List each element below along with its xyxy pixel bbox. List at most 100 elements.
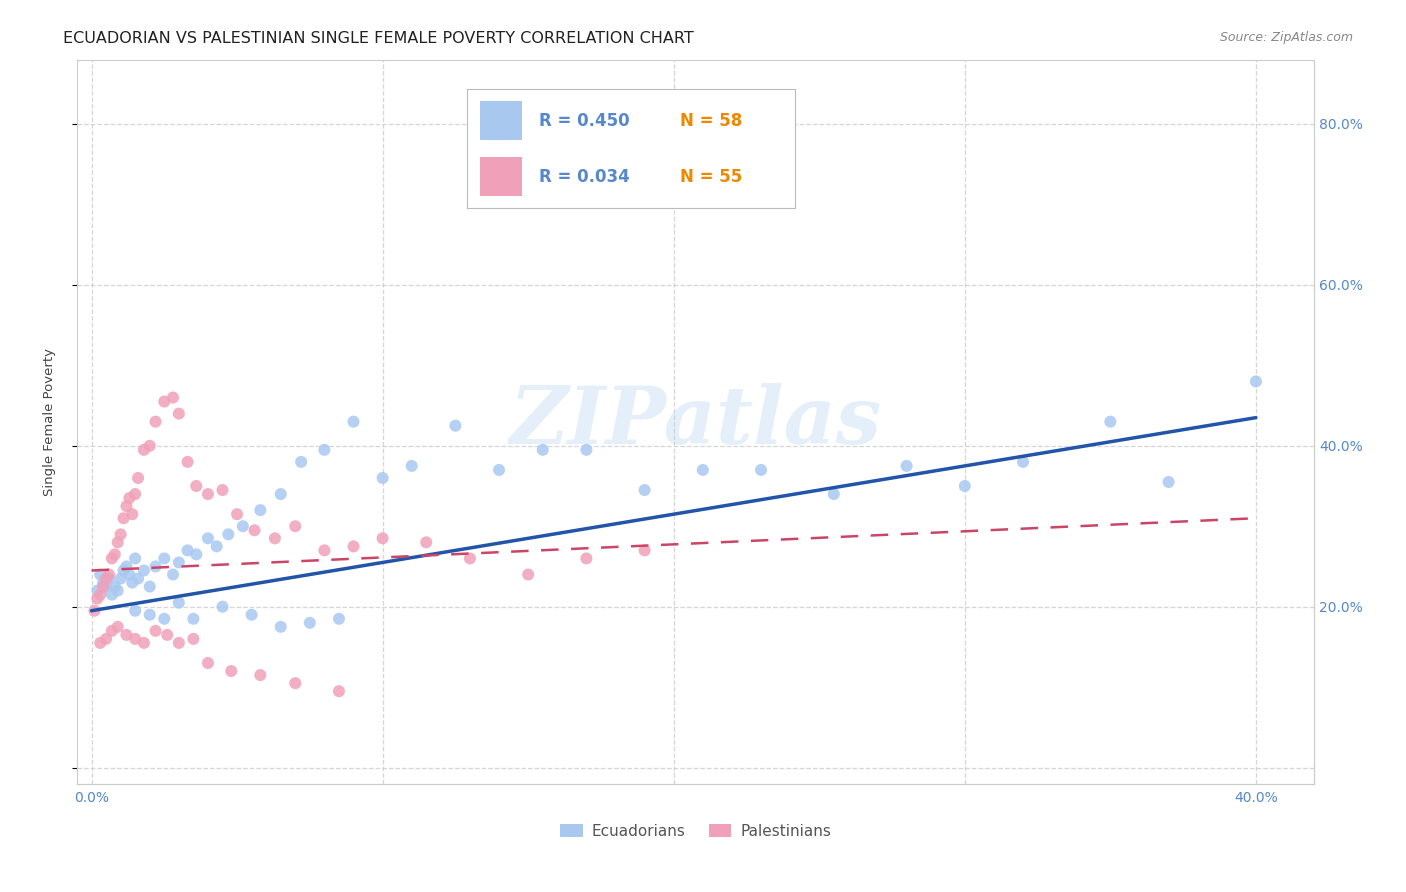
Point: [633, 483, 655, 497]
Point: [186, 548, 208, 562]
Point: [270, 620, 292, 634]
Point: [138, 607, 160, 622]
Point: [328, 684, 350, 698]
Point: [444, 418, 467, 433]
Point: [89, 567, 111, 582]
Point: [226, 507, 249, 521]
Point: [98, 567, 121, 582]
Point: [124, 632, 146, 646]
Point: [162, 391, 184, 405]
Point: [110, 572, 132, 586]
Point: [896, 458, 918, 473]
Point: [124, 604, 146, 618]
Point: [94, 632, 117, 646]
Point: [243, 523, 266, 537]
Point: [115, 499, 138, 513]
Text: ECUADORIAN VS PALESTINIAN SINGLE FEMALE POVERTY CORRELATION CHART: ECUADORIAN VS PALESTINIAN SINGLE FEMALE …: [63, 31, 695, 46]
Point: [94, 580, 117, 594]
Point: [458, 551, 481, 566]
Point: [167, 407, 190, 421]
Point: [415, 535, 437, 549]
Point: [110, 527, 132, 541]
Point: [162, 567, 184, 582]
Point: [153, 551, 176, 566]
Point: [284, 519, 307, 533]
Point: [145, 559, 167, 574]
Point: [371, 531, 394, 545]
Point: [121, 507, 143, 521]
Point: [183, 632, 205, 646]
Point: [692, 463, 714, 477]
Point: [145, 624, 167, 638]
Point: [575, 442, 598, 457]
Point: [86, 583, 108, 598]
Point: [86, 591, 108, 606]
Point: [176, 455, 198, 469]
Point: [132, 636, 155, 650]
Point: [290, 455, 312, 469]
Point: [115, 559, 138, 574]
Point: [1244, 375, 1267, 389]
Point: [112, 564, 135, 578]
Point: [167, 596, 190, 610]
Point: [118, 491, 141, 505]
Legend: Ecuadorians, Palestinians: Ecuadorians, Palestinians: [554, 818, 838, 845]
Point: [101, 624, 124, 638]
Point: [107, 583, 129, 598]
Point: [127, 572, 149, 586]
Point: [107, 620, 129, 634]
Point: [249, 668, 271, 682]
Point: [132, 442, 155, 457]
Point: [314, 543, 336, 558]
Point: [91, 580, 114, 594]
Point: [138, 580, 160, 594]
Point: [98, 572, 121, 586]
Point: [371, 471, 394, 485]
Point: [488, 463, 510, 477]
Point: [138, 439, 160, 453]
Point: [89, 588, 111, 602]
Point: [104, 548, 127, 562]
Point: [240, 607, 263, 622]
Point: [205, 540, 228, 554]
Point: [124, 487, 146, 501]
Point: [298, 615, 321, 630]
Point: [342, 540, 364, 554]
Point: [211, 599, 233, 614]
Point: [217, 527, 239, 541]
Point: [232, 519, 254, 533]
Point: [118, 567, 141, 582]
Point: [517, 567, 540, 582]
Point: [531, 442, 554, 457]
Point: [127, 471, 149, 485]
Point: [401, 458, 423, 473]
Text: Source: ZipAtlas.com: Source: ZipAtlas.com: [1219, 31, 1353, 45]
Point: [328, 612, 350, 626]
Point: [197, 487, 219, 501]
Point: [953, 479, 976, 493]
Point: [176, 543, 198, 558]
Point: [211, 483, 233, 497]
Point: [219, 664, 242, 678]
Point: [145, 415, 167, 429]
Point: [167, 636, 190, 650]
Point: [342, 415, 364, 429]
Y-axis label: Single Female Poverty: Single Female Poverty: [44, 348, 56, 496]
Point: [153, 612, 176, 626]
Point: [633, 543, 655, 558]
Point: [270, 487, 292, 501]
Point: [183, 612, 205, 626]
Point: [197, 531, 219, 545]
Point: [121, 575, 143, 590]
Point: [186, 479, 208, 493]
Point: [91, 575, 114, 590]
Point: [314, 442, 336, 457]
Point: [575, 551, 598, 566]
Point: [1099, 415, 1122, 429]
Point: [101, 551, 124, 566]
Point: [823, 487, 845, 501]
Point: [83, 604, 105, 618]
Point: [94, 572, 117, 586]
Point: [124, 551, 146, 566]
Point: [112, 511, 135, 525]
